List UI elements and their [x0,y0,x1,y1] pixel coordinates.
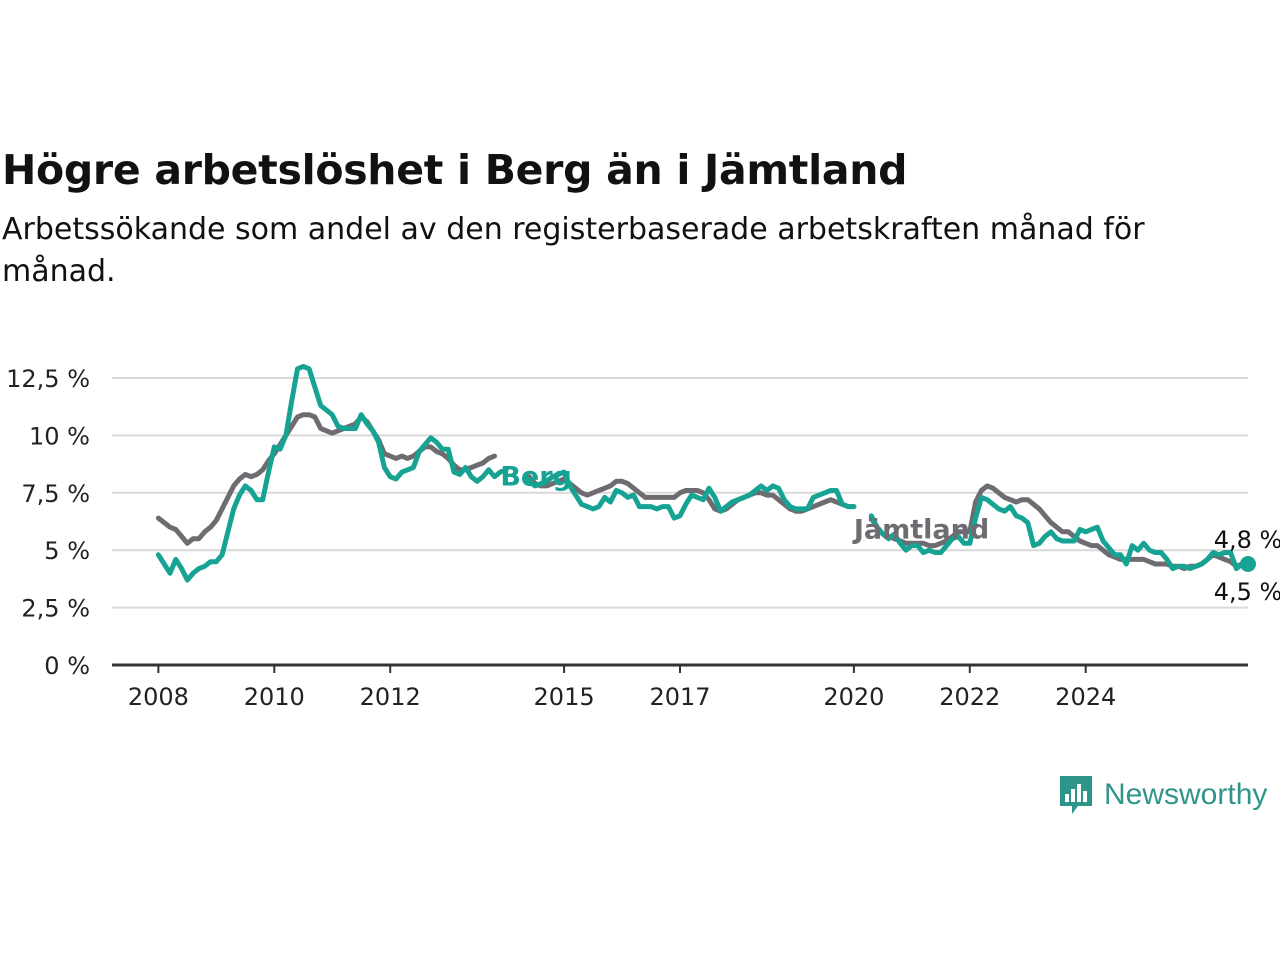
y-tick-label: 5 % [44,537,90,565]
chart-title: Högre arbetslöshet i Berg än i Jämtland [2,146,908,194]
end-value-jamtland: 4,5 % [1214,578,1280,606]
series-end-marker [1240,555,1256,572]
x-tick-label: 2020 [823,683,884,711]
series-label-jamtland: Jämtland [852,515,989,546]
x-tick-label: 2008 [128,683,189,711]
x-tick-label: 2022 [939,683,1000,711]
y-axis-labels: 0 % 2,5 % 5 % 7,5 % 10 % 12,5 % [6,365,90,680]
series-line-berg [526,469,857,521]
brand-name: Newsworthy [1104,778,1268,811]
x-tick-label: 2012 [360,683,421,711]
series-labels: Berg Jämtland 4,8 % 4,5 % [500,462,1280,606]
series-line-jamtland [155,412,497,546]
chart-subtitle: Arbetssökande som andel av den registerb… [2,212,1145,289]
x-tick-label: 2024 [1055,683,1116,711]
y-tick-label: 10 % [29,422,90,450]
x-axis-labels: 2008 2010 2012 2015 2017 2020 2022 2024 [128,665,1116,711]
x-tick-label: 2010 [244,683,305,711]
end-value-berg: 4,8 % [1214,526,1280,554]
newsworthy-logo[interactable]: Newsworthy [1058,774,1267,816]
series-line-berg [868,494,1251,572]
grid [112,377,1248,667]
x-tick-label: 2017 [649,683,710,711]
x-tick-label: 2015 [534,683,595,711]
y-tick-label: 2,5 % [21,595,90,623]
series-lines [155,364,1251,583]
y-tick-label: 0 % [44,652,90,680]
y-tick-label: 12,5 % [6,365,90,393]
series-label-berg: Berg [500,462,572,493]
line-chart: 0 %2,5 %5 %7,5 %10 %12,5 % 2008 2010 2012 2… [6,364,1280,711]
y-tick-label: 7,5 % [21,480,90,508]
series-line-berg [155,364,509,583]
chart-bubble-icon [1060,776,1092,814]
